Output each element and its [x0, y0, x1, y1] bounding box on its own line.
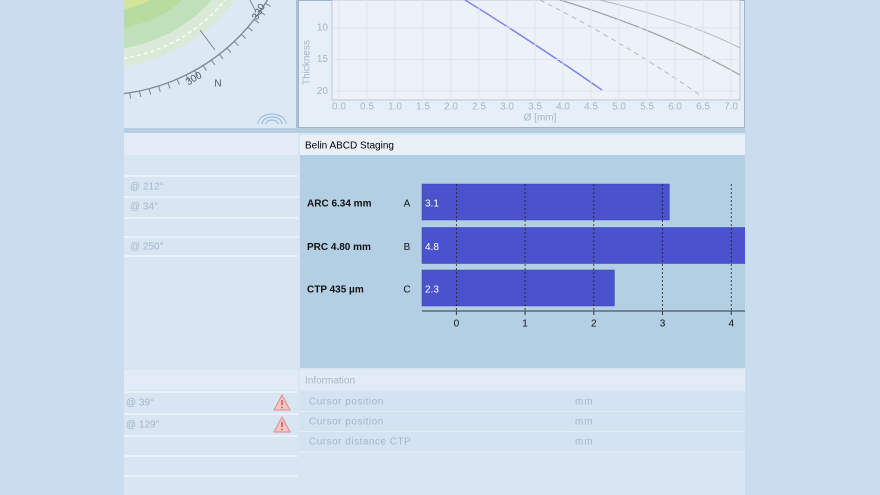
x-tick-label: 2 — [591, 319, 597, 330]
y-tick-label: 15 — [317, 54, 329, 65]
separator — [124, 128, 745, 133]
spoke — [199, 29, 216, 51]
x-tick-label: 4.5 — [584, 102, 598, 113]
y-tick-label: 10 — [317, 22, 329, 33]
curve — [599, 0, 741, 49]
category-label: C — [403, 285, 410, 296]
warning-dot — [281, 428, 283, 431]
header-bg — [300, 135, 745, 155]
polar-map: 330 300 N — [124, 0, 296, 128]
warning-dot — [281, 406, 283, 409]
row-label: PRC 4.80 mm — [307, 242, 371, 253]
data-label: 3.1 — [425, 199, 439, 210]
section-title: Information — [305, 376, 355, 387]
x-tick-label: 4.0 — [556, 102, 570, 113]
x-tick-label: 5.5 — [640, 102, 654, 113]
signal-icon — [257, 113, 287, 125]
x-tick-label: 4 — [728, 319, 734, 330]
info-label: Cursor distance CTP — [309, 437, 411, 448]
info-unit: mm — [575, 437, 594, 448]
category-label: B — [404, 242, 411, 253]
category-label: A — [404, 199, 411, 210]
spoke — [249, 0, 256, 11]
axis-title: Thickness — [302, 40, 313, 85]
x-tick-label: 3.0 — [500, 102, 514, 113]
x-tick-label: 1.0 — [388, 102, 402, 113]
left-panel: @ 212° @ 34° @ 250° @ 39° @ 129° — [124, 133, 298, 477]
thickness-graph: Thickness Ø [mm] 0.0 0.5 1.0 1.5 2.0 2.5 3.0 3.… — [298, 0, 745, 128]
chart-title: Belin ABCD Staging — [305, 141, 394, 152]
info-unit: mm — [575, 397, 594, 408]
row-label: CTP 435 µm — [307, 285, 364, 296]
x-tick-label: 2.5 — [472, 102, 486, 113]
x-tick-label: 1.5 — [416, 102, 430, 113]
row-value: @ 250° — [130, 242, 164, 253]
data-label: 4.8 — [425, 242, 439, 253]
x-tick-label: 2.0 — [444, 102, 458, 113]
zone — [124, 0, 184, 28]
curve — [559, 0, 741, 76]
axis-title: Ø [mm] — [524, 113, 557, 124]
row-label: ARC 6.34 mm — [307, 199, 372, 210]
row-value: @ 34° — [130, 202, 158, 213]
row-value: @ 212° — [130, 182, 164, 193]
row-value: @ 129° — [126, 420, 160, 431]
row-bg — [300, 432, 745, 451]
x-tick-label: 1 — [522, 319, 528, 330]
info-label: Cursor position — [309, 397, 384, 408]
x-tick-label: 3.5 — [528, 102, 542, 113]
y-tick-label: 20 — [317, 86, 329, 97]
curve — [464, 0, 603, 91]
divider — [296, 0, 298, 128]
zone — [124, 0, 151, 10]
row-bg — [124, 370, 298, 390]
row-value: @ 39° — [126, 398, 154, 409]
info-unit: mm — [575, 417, 594, 428]
x-tick-label: 5.0 — [612, 102, 626, 113]
x-tick-label: 0.5 — [360, 102, 374, 113]
information: Cursor position mm Cursor position mm Cursor… — [300, 392, 745, 453]
row-bg — [300, 392, 745, 411]
curve — [539, 0, 701, 96]
bar — [421, 183, 670, 221]
x-tick-label: 0 — [454, 319, 460, 330]
x-tick-label: 0.0 — [332, 102, 346, 113]
row-bg — [124, 133, 298, 155]
x-tick-label: 6.5 — [696, 102, 710, 113]
x-tick-label: 7.0 — [724, 102, 738, 113]
header-bg — [300, 370, 745, 390]
plot-area — [331, 0, 741, 101]
row-bg — [300, 412, 745, 431]
x-tick-label: 6.0 — [668, 102, 682, 113]
chart: ARC 6.34 mm A 3.1 PRC 4.80 mm B 4.8 CTP 435 µm… — [307, 183, 745, 330]
bar — [421, 269, 615, 307]
data-label: 2.3 — [425, 285, 439, 296]
map-label: N — [214, 79, 221, 90]
x-tick-label: 3 — [660, 319, 666, 330]
bar — [421, 227, 745, 264]
info-label: Cursor position — [309, 417, 384, 428]
